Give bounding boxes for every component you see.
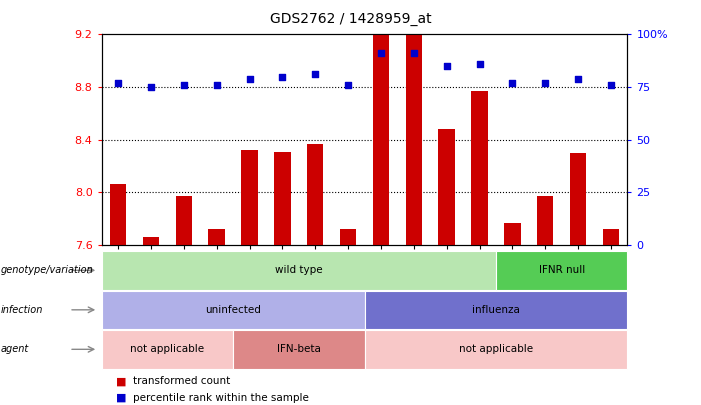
Text: genotype/variation: genotype/variation (1, 265, 93, 275)
Text: IFN-beta: IFN-beta (277, 344, 321, 354)
Point (375, 50, 386, 57)
Point (277, 73, 288, 80)
Point (178, 82, 189, 88)
Text: agent: agent (1, 344, 29, 354)
Text: uninfected: uninfected (205, 305, 261, 315)
Bar (438, 129, 455, 245)
Text: GDS2762 / 1428959_at: GDS2762 / 1428959_at (270, 12, 431, 26)
Bar (603, 229, 619, 245)
Text: infection: infection (1, 305, 43, 315)
Bar (175, 196, 192, 245)
Text: not applicable: not applicable (459, 344, 533, 354)
Bar (110, 184, 126, 245)
Point (540, 80, 551, 86)
Bar (570, 153, 586, 245)
Bar (274, 151, 291, 245)
Bar (143, 237, 159, 245)
Point (244, 75, 255, 82)
Bar (471, 91, 488, 245)
Text: percentile rank within the sample: percentile rank within the sample (133, 393, 309, 403)
Point (343, 82, 354, 88)
Bar (241, 150, 258, 245)
Bar (340, 229, 356, 245)
Point (474, 61, 485, 67)
Text: wild type: wild type (275, 265, 322, 275)
Point (408, 50, 419, 57)
Text: ■: ■ (116, 376, 126, 386)
Point (507, 80, 518, 86)
Bar (504, 223, 521, 245)
Point (211, 82, 222, 88)
Bar (208, 229, 225, 245)
Point (145, 84, 156, 90)
Bar (537, 196, 554, 245)
Point (441, 63, 452, 69)
Point (112, 80, 123, 86)
Bar (307, 144, 323, 245)
Text: IFNR null: IFNR null (538, 265, 585, 275)
Bar (406, 34, 422, 245)
Text: not applicable: not applicable (130, 344, 205, 354)
Text: ■: ■ (116, 393, 126, 403)
Bar (373, 34, 389, 245)
Text: transformed count: transformed count (133, 376, 231, 386)
Point (606, 82, 617, 88)
Text: influenza: influenza (472, 305, 520, 315)
Point (310, 71, 321, 78)
Point (573, 75, 584, 82)
